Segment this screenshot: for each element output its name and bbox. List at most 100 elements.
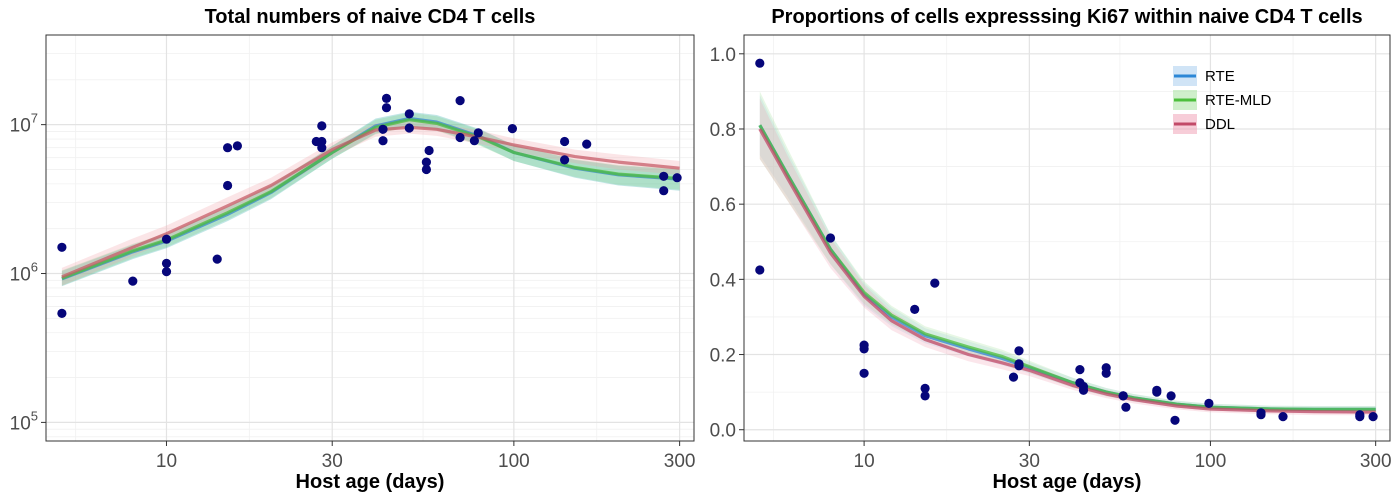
data-point — [1204, 398, 1214, 408]
y-tick-label: 0.0 — [710, 421, 736, 442]
y-tick-label: 0.6 — [710, 195, 736, 216]
data-point — [381, 93, 392, 103]
data-point — [1014, 361, 1024, 371]
data-point — [930, 278, 940, 288]
data-point — [473, 128, 483, 138]
data-point — [859, 368, 869, 378]
data-point — [560, 155, 570, 165]
data-point — [161, 258, 172, 268]
data-point — [920, 391, 930, 401]
data-point — [317, 143, 327, 153]
fit-lines — [61, 116, 680, 281]
data-point — [57, 308, 67, 318]
data-point — [560, 136, 570, 147]
y-axis-ticks: 105 106 107 — [10, 111, 46, 434]
data-point — [469, 136, 479, 146]
data-point — [1101, 368, 1111, 378]
data-points — [755, 58, 1378, 425]
data-points — [57, 93, 682, 318]
panel-total-numbers: Total numbers of naive CD4 T cells 10 30 1… — [10, 6, 696, 493]
x-axis-label: Host age (days) — [993, 471, 1142, 493]
x-axis-label: Host age (days) — [296, 471, 445, 493]
data-point — [212, 254, 222, 264]
plot-frame — [45, 34, 695, 442]
x-tick-label: 100 — [498, 451, 530, 472]
x-axis-ticks: 10 30 100 300 — [156, 441, 696, 472]
data-point — [1368, 412, 1378, 422]
y-tick-label: 105 — [10, 408, 38, 434]
line-rte-mld — [758, 124, 1376, 411]
data-point — [161, 267, 172, 277]
data-point — [859, 344, 869, 354]
y-tick-label: 107 — [10, 111, 38, 137]
data-point — [128, 276, 138, 286]
x-tick-label: 10 — [854, 451, 875, 472]
data-point — [659, 171, 669, 181]
y-tick-label: 0.8 — [710, 120, 736, 141]
y-axis-ticks: 0.0 0.2 0.4 0.6 0.8 1.0 — [710, 45, 744, 442]
data-point — [404, 109, 414, 119]
x-tick-label: 100 — [1195, 451, 1227, 472]
x-tick-label: 300 — [664, 451, 696, 472]
data-point — [910, 304, 920, 314]
panel-title: Proportions of cells expresssing Ki67 wi… — [771, 6, 1362, 28]
legend: RTE RTE-MLD DDL — [1173, 66, 1272, 134]
data-point — [57, 242, 67, 252]
data-point — [1121, 402, 1131, 412]
data-point — [421, 164, 431, 175]
data-point — [232, 141, 242, 151]
data-point — [1170, 415, 1180, 425]
data-point — [659, 186, 669, 196]
legend-label-rte: RTE — [1205, 68, 1235, 85]
x-tick-label: 10 — [156, 451, 177, 472]
data-point — [1078, 385, 1089, 395]
data-point — [455, 96, 465, 106]
data-point — [404, 123, 414, 133]
data-point — [1166, 391, 1176, 401]
y-tick-label: 0.2 — [710, 346, 736, 367]
plot-background — [744, 35, 1390, 441]
line-rte-mld — [61, 118, 680, 280]
data-point — [161, 234, 172, 244]
data-point — [378, 136, 388, 146]
panel-ki67-proportions: Proportions of cells expresssing Ki67 wi… — [710, 6, 1392, 493]
data-point — [424, 145, 434, 156]
data-point — [378, 124, 388, 134]
x-tick-label: 30 — [1019, 451, 1040, 472]
y-tick-label: 1.0 — [710, 45, 736, 66]
data-point — [455, 132, 465, 143]
x-axis-ticks: 10 30 100 300 — [854, 441, 1392, 472]
plot-frame — [743, 34, 1391, 442]
data-point — [1256, 410, 1266, 420]
data-point — [1118, 391, 1128, 401]
band-ddl — [759, 98, 1376, 416]
legend-label-rte-mld: RTE-MLD — [1205, 92, 1272, 109]
x-tick-label: 300 — [1360, 451, 1392, 472]
data-point — [317, 121, 327, 131]
data-point — [672, 173, 682, 183]
legend-label-ddl: DDL — [1205, 116, 1235, 133]
panel-title: Total numbers of naive CD4 T cells — [205, 6, 536, 28]
data-point — [223, 143, 233, 153]
data-point — [1355, 412, 1365, 422]
y-tick-label: 106 — [10, 260, 38, 286]
data-point — [381, 103, 392, 113]
x-tick-label: 30 — [322, 451, 343, 472]
data-point — [1075, 365, 1085, 375]
line-ddl — [758, 128, 1376, 414]
data-point — [1008, 372, 1019, 382]
data-point — [755, 265, 765, 275]
data-point — [223, 180, 233, 191]
data-point — [1152, 387, 1162, 397]
fit-lines — [758, 124, 1376, 414]
data-point — [582, 139, 592, 149]
data-point — [825, 233, 836, 243]
data-point — [755, 58, 765, 68]
data-point — [507, 124, 517, 134]
data-point — [421, 157, 431, 167]
data-point — [1014, 346, 1024, 356]
line-ddl — [61, 125, 680, 279]
data-point — [1278, 412, 1288, 422]
data-point — [920, 383, 930, 393]
